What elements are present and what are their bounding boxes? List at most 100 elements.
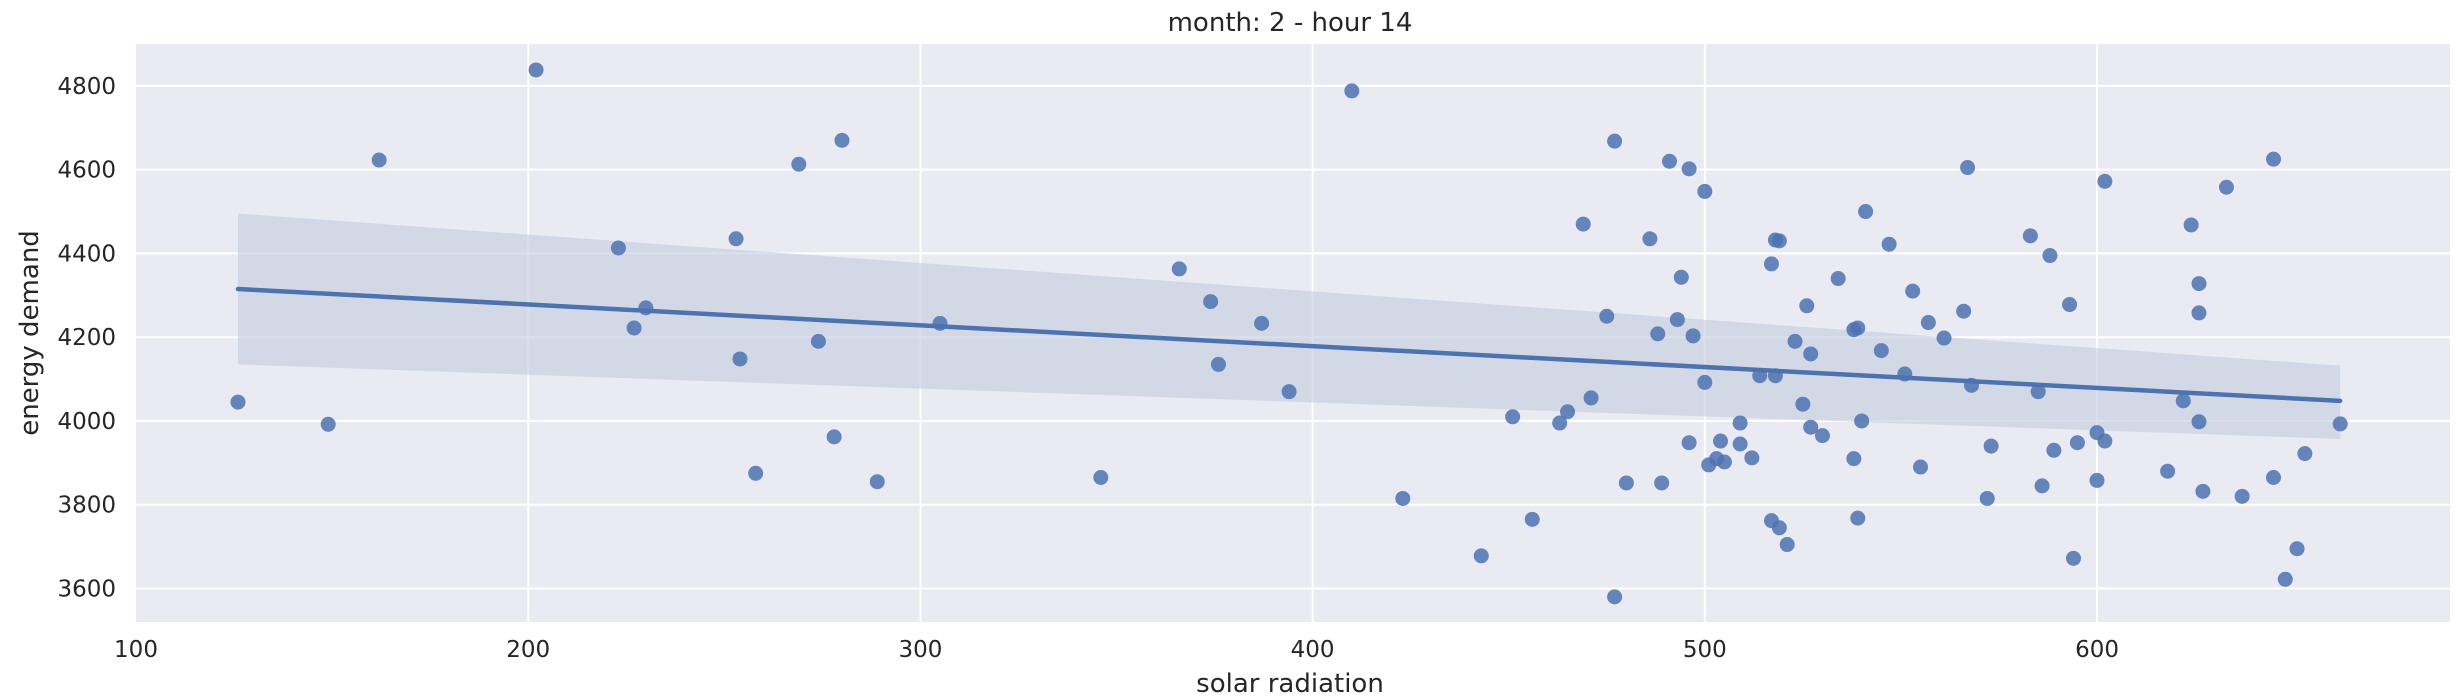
scatter-point xyxy=(1881,236,1897,252)
scatter-point xyxy=(1673,269,1689,285)
scatter-point xyxy=(732,351,748,367)
scatter-point xyxy=(1771,233,1787,249)
scatter-point xyxy=(1583,390,1599,406)
scatter-point xyxy=(1473,548,1489,564)
scatter-point xyxy=(2191,305,2207,321)
scatter-point xyxy=(2266,470,2282,485)
scatter-point xyxy=(371,152,387,168)
scatter-point xyxy=(320,416,336,432)
scatter-point xyxy=(2034,478,2050,494)
scatter-point xyxy=(610,240,626,256)
scatter-point xyxy=(1697,183,1713,199)
scatter-point xyxy=(2160,463,2176,479)
scatter-point xyxy=(1210,356,1226,372)
axis-ticks: 100 200 300 400 500 600 3600 3800 4000 4200 4400 46… xyxy=(57,74,2119,663)
scatter-point xyxy=(230,394,246,410)
scatter-point xyxy=(1803,346,1819,362)
scatter-point xyxy=(1846,451,1862,467)
scatter-point xyxy=(834,132,850,148)
scatter-point xyxy=(2191,414,2207,430)
y-tick-label: 4800 xyxy=(57,74,116,100)
scatter-point xyxy=(1744,450,1760,466)
scatter-point xyxy=(1344,83,1360,99)
scatter-point xyxy=(1654,475,1670,491)
scatter-point xyxy=(1960,160,1976,176)
scatter-point xyxy=(2069,435,2085,451)
scatter-point xyxy=(1607,589,1623,605)
scatter-point xyxy=(1956,303,1972,319)
scatter-point xyxy=(1787,333,1803,349)
y-tick-label: 4000 xyxy=(57,409,116,435)
x-tick-label: 300 xyxy=(898,637,942,663)
scatter-point xyxy=(2065,550,2081,566)
scatter-point xyxy=(1732,436,1748,452)
scatter-point xyxy=(728,231,744,247)
y-axis-label: energy demand xyxy=(15,230,45,436)
y-tick-label: 3600 xyxy=(57,576,116,602)
scatter-point xyxy=(1830,271,1846,287)
scatter-points xyxy=(230,62,2348,605)
scatter-point xyxy=(810,333,826,349)
confidence-band-layer xyxy=(237,213,2341,439)
confidence-band xyxy=(237,213,2341,439)
scatter-point xyxy=(1713,433,1729,449)
scatter-point xyxy=(1203,294,1219,310)
scatter-point xyxy=(1850,510,1866,526)
scatter-point xyxy=(1979,490,1995,506)
scatter-point xyxy=(1779,537,1795,553)
scatter-point xyxy=(1814,428,1830,444)
scatter-point xyxy=(2046,442,2062,458)
scatter-point xyxy=(1607,133,1623,149)
scatter-point xyxy=(1858,204,1874,220)
scatter-point xyxy=(2042,248,2058,264)
scatter-point xyxy=(1795,396,1811,412)
scatter-point xyxy=(1732,415,1748,431)
scatter-point xyxy=(1254,315,1270,331)
scatter-point xyxy=(2183,217,2199,233)
scatter-point xyxy=(626,320,642,336)
scatter-point xyxy=(1650,326,1666,342)
y-tick-label: 4600 xyxy=(57,158,116,184)
scatter-point xyxy=(2218,179,2234,195)
scatter-point xyxy=(2089,472,2105,488)
x-tick-label: 600 xyxy=(2075,637,2119,663)
scatter-point xyxy=(1771,520,1787,536)
scatter-point xyxy=(1681,435,1697,451)
scatter-point xyxy=(1395,490,1411,506)
scatter-point xyxy=(1854,413,1870,429)
scatter-point xyxy=(2234,488,2250,504)
scatter-point xyxy=(1662,153,1678,169)
chart-title: month: 2 - hour 14 xyxy=(1168,8,1413,38)
scatter-point xyxy=(748,465,764,481)
scatter-point xyxy=(528,62,544,78)
scatter-point xyxy=(1618,475,1634,491)
x-tick-label: 400 xyxy=(1291,637,1335,663)
regression-line xyxy=(235,286,2343,404)
scatter-point xyxy=(2195,483,2211,499)
y-tick-label: 4200 xyxy=(57,325,116,351)
scatter-point xyxy=(1850,320,1866,336)
scatter-point xyxy=(1681,161,1697,177)
scatter-point xyxy=(1552,415,1568,431)
x-axis-label: solar radiation xyxy=(1196,669,1384,699)
scatter-point xyxy=(1524,511,1540,527)
scatter-point xyxy=(1920,315,1936,331)
scatter-point xyxy=(1913,459,1929,475)
scatter-point xyxy=(1905,283,1921,299)
scatter-point xyxy=(1669,312,1685,328)
scatter-point xyxy=(869,474,885,490)
scatter-point xyxy=(1685,328,1701,344)
scatter-point xyxy=(2289,541,2305,557)
scatter-point xyxy=(826,429,842,445)
y-tick-label: 3800 xyxy=(57,493,116,519)
scatter-point xyxy=(1873,343,1889,359)
scatter-point xyxy=(1575,216,1591,232)
scatter-point xyxy=(1599,308,1615,324)
scatter-point xyxy=(2062,297,2078,313)
x-tick-label: 100 xyxy=(114,637,158,663)
scatter-point xyxy=(2277,571,2293,587)
scatter-point xyxy=(1803,419,1819,435)
scatter-point xyxy=(791,156,807,172)
scatter-point xyxy=(1799,298,1815,314)
